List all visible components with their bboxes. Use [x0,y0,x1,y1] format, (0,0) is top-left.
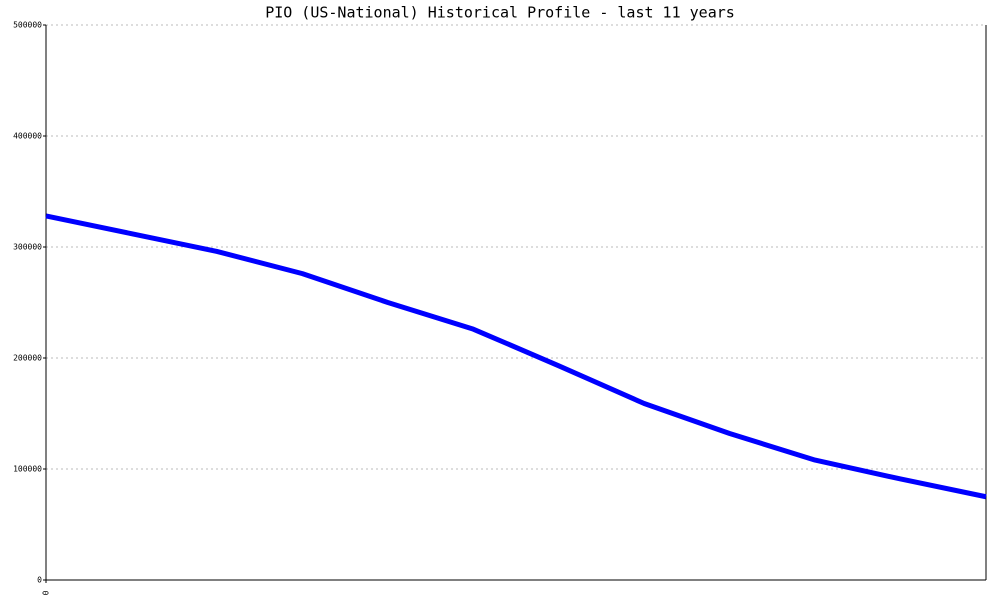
y-tick-label: 500000 [13,21,42,30]
y-tick-label: 300000 [13,243,42,252]
chart-title: PIO (US-National) Historical Profile - l… [265,4,735,22]
y-tick-label: 400000 [13,132,42,141]
y-tick-label: 0 [37,576,42,585]
y-tick-label: 200000 [13,354,42,363]
y-tick-label: 100000 [13,465,42,474]
data-line [45,213,987,500]
x-tick-label: 0 [42,590,51,595]
